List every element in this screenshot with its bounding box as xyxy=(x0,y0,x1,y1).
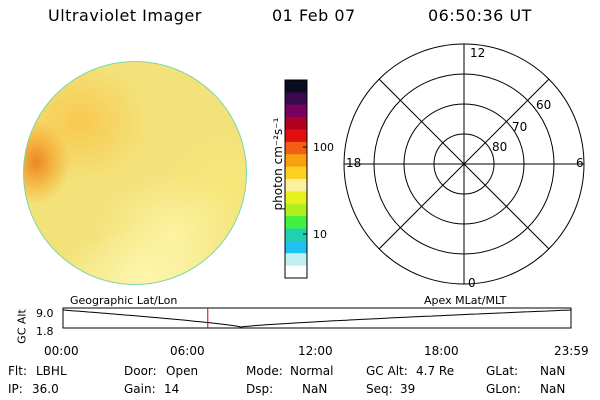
dsp-value: NaN xyxy=(302,382,328,396)
colorbar-frame xyxy=(284,79,308,279)
glon-value: NaN xyxy=(540,382,566,396)
mode-label: Mode: xyxy=(246,364,283,378)
polar-plot xyxy=(343,43,585,285)
mode-value: Normal xyxy=(290,364,334,378)
flt-value: LBHL xyxy=(36,364,67,378)
colorbar-block xyxy=(285,80,307,93)
gcalt-value: 4.7 Re xyxy=(416,364,455,378)
colorbar-block xyxy=(285,179,307,192)
timeseries-frame xyxy=(62,307,572,329)
colorbar xyxy=(284,79,308,279)
x-tick-0600: 06:00 xyxy=(170,344,205,358)
colorbar-block xyxy=(285,228,307,242)
colorbar-blocks xyxy=(285,80,307,279)
colorbar-block xyxy=(285,166,307,180)
door-label: Door: xyxy=(124,364,157,378)
x-tick-0000: 00:00 xyxy=(44,344,79,358)
apex-label: Apex MLat/MLT xyxy=(424,294,507,307)
x-tick-1800: 18:00 xyxy=(424,344,459,358)
colorbar-block xyxy=(285,191,307,205)
timeseries-plot xyxy=(62,307,572,329)
instrument-title: Ultraviolet Imager xyxy=(48,6,202,25)
colorbar-tick-label-100: 100 xyxy=(313,141,334,154)
seq-label: Seq: xyxy=(366,382,393,396)
door-value: Open xyxy=(166,364,199,378)
lat-label-60: 60 xyxy=(536,98,552,112)
colorbar-block xyxy=(285,203,307,217)
date-label: 01 Feb 07 xyxy=(272,6,356,25)
colorbar-block xyxy=(285,265,307,279)
polar-diag-2 xyxy=(378,78,550,250)
colorbar-block xyxy=(285,240,307,254)
colorbar-block xyxy=(285,141,307,155)
gcalt-label: GC Alt: xyxy=(366,364,408,378)
colorbar-block xyxy=(285,117,307,130)
mlt-label-right: 6 xyxy=(576,156,584,170)
colorbar-block xyxy=(285,253,307,267)
dsp-label: Dsp: xyxy=(246,382,274,396)
geographic-label: Geographic Lat/Lon xyxy=(70,294,178,307)
colorbar-block xyxy=(285,154,307,168)
colorbar-unit-label: photon cm⁻²s⁻¹ xyxy=(271,117,285,211)
colorbar-block xyxy=(285,104,307,118)
flt-label: Flt: xyxy=(8,364,27,378)
gc-alt-curve xyxy=(62,309,572,328)
gain-value: 14 xyxy=(164,382,180,396)
colorbar-tick-label-10: 10 xyxy=(313,228,327,241)
glon-label: GLon: xyxy=(486,382,521,396)
gain-label: Gain: xyxy=(124,382,156,396)
mlt-label-left: 18 xyxy=(346,156,362,170)
auroral-image xyxy=(24,62,246,284)
glat-value: NaN xyxy=(540,364,566,378)
colorbar-block xyxy=(285,92,307,106)
x-tick-2359: 23:59 xyxy=(554,344,589,358)
lat-label-80: 80 xyxy=(492,140,508,154)
ip-label: IP: xyxy=(8,382,23,396)
mlt-label-top: 12 xyxy=(470,46,486,60)
seq-value: 39 xyxy=(400,382,416,396)
time-label: 06:50:36 UT xyxy=(428,6,532,25)
ip-value: 36.0 xyxy=(32,382,59,396)
mlt-label-bottom: 0 xyxy=(468,276,476,290)
colorbar-block xyxy=(285,216,307,229)
lat-label-70: 70 xyxy=(512,120,528,134)
colorbar-block xyxy=(285,129,307,143)
y-tick-high: 9.0 xyxy=(36,307,54,320)
glat-label: GLat: xyxy=(486,364,519,378)
x-tick-1200: 12:00 xyxy=(298,344,333,358)
y-tick-low: 1.8 xyxy=(36,325,54,338)
